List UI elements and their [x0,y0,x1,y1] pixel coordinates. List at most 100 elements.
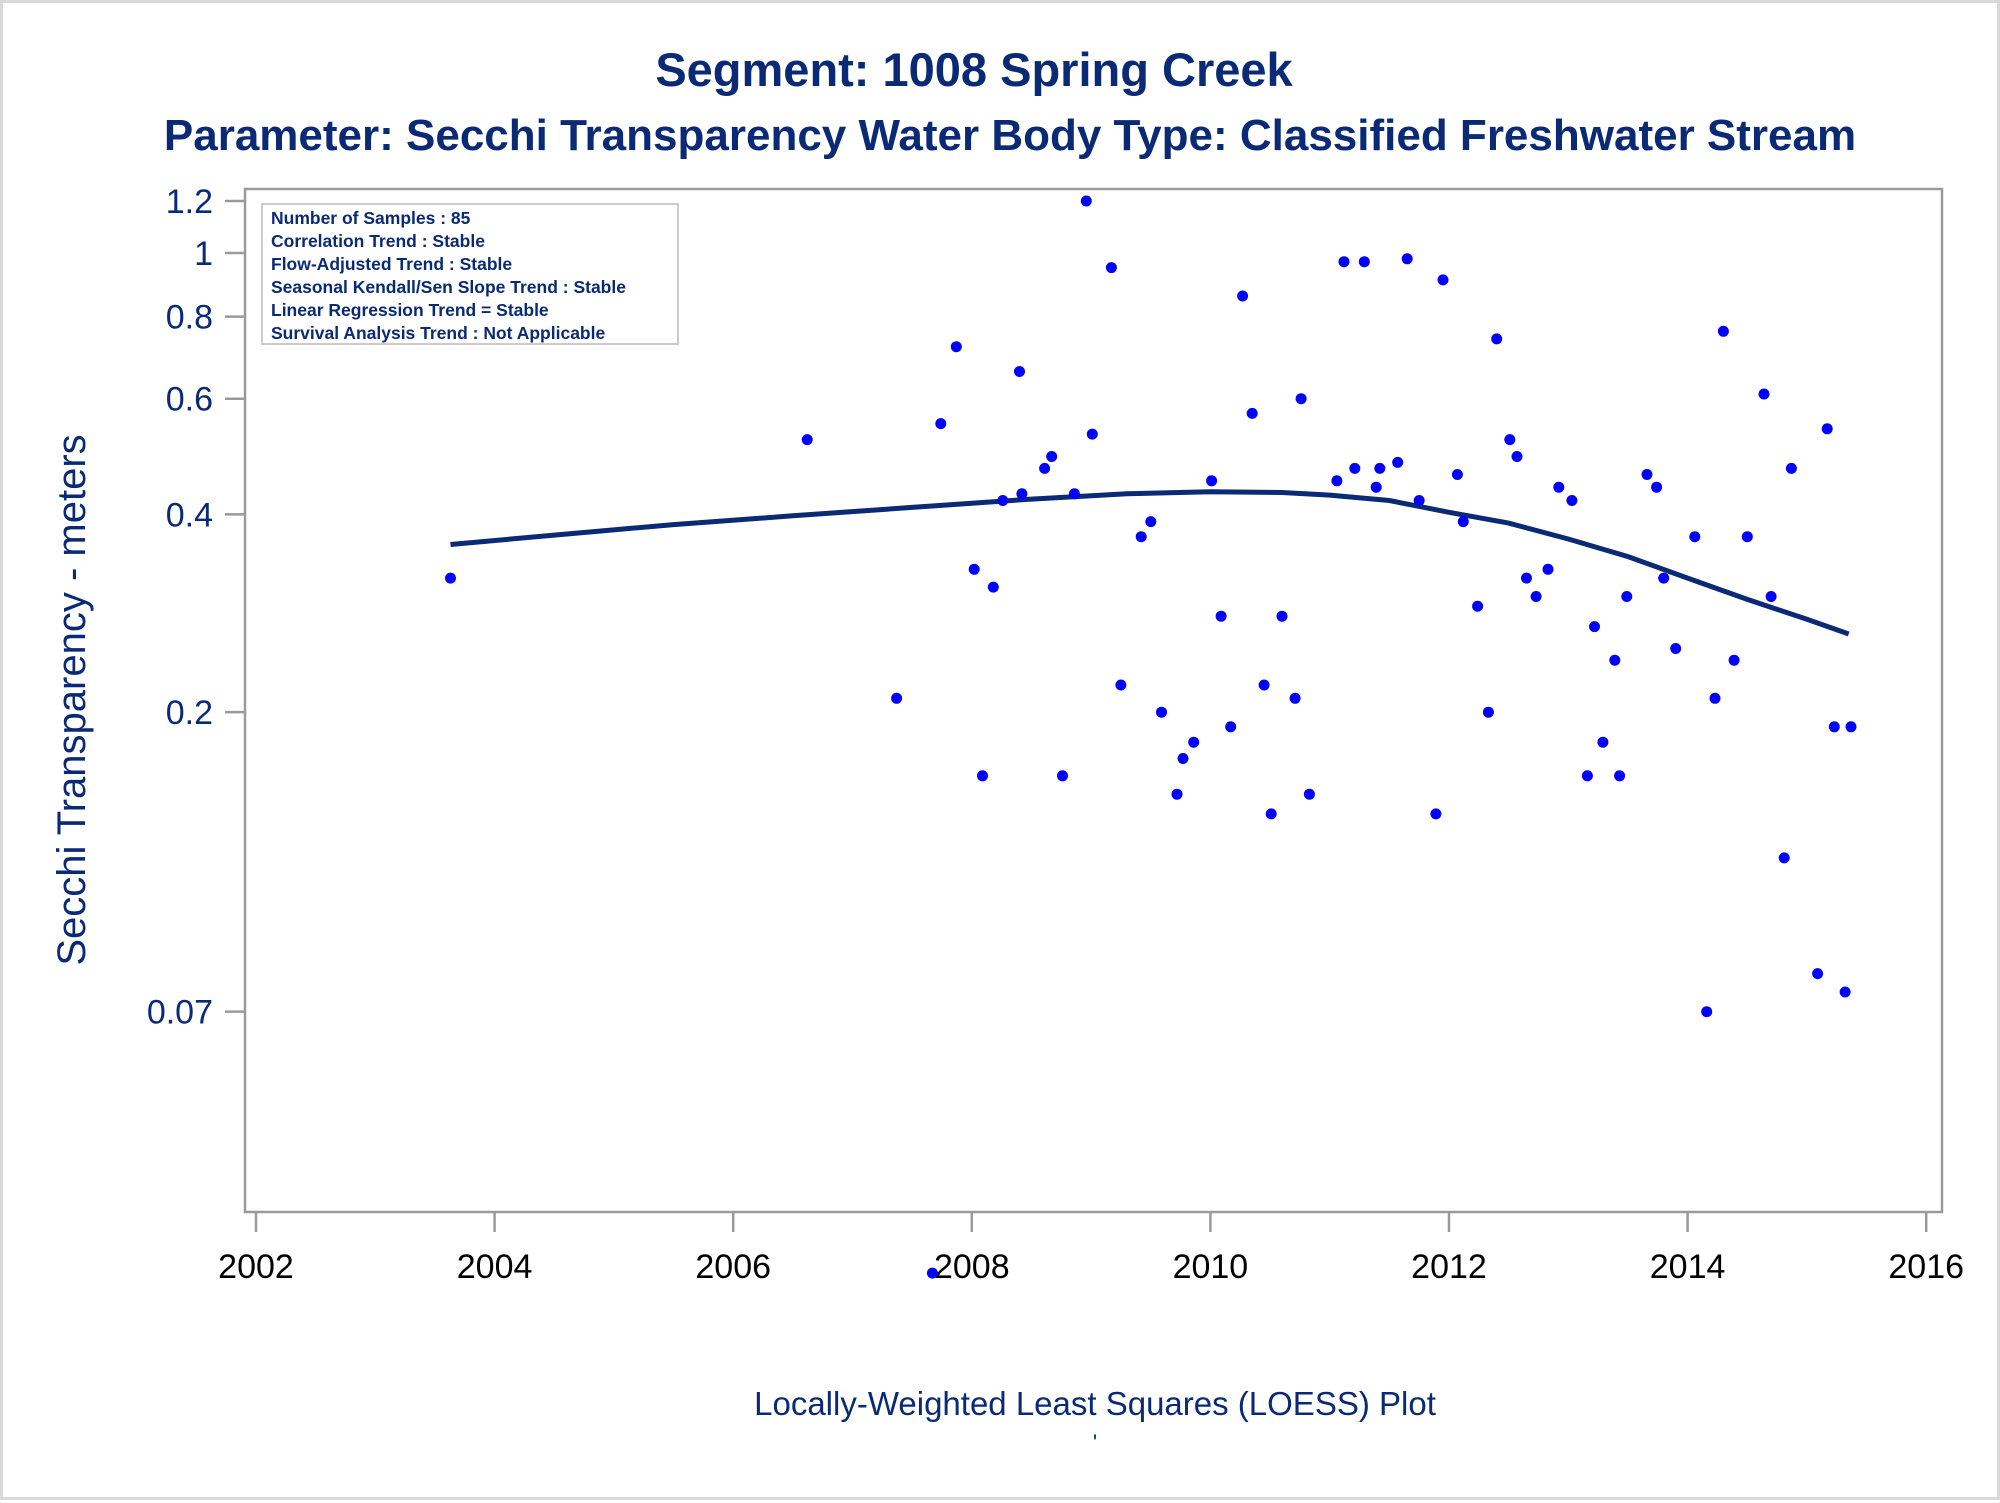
data-point [1521,572,1532,584]
loess-curve [450,489,1850,637]
data-point [1609,654,1621,666]
data-point [801,434,813,446]
x-axis-title: Locally-Weighted Least Squares (LOESS) P… [754,1385,1436,1422]
data-point [1778,852,1790,864]
data-point [1265,808,1277,820]
statistics-box-frame [261,203,679,345]
data-point [1016,488,1028,500]
data-point [1828,721,1840,733]
x-axis: 2002 2004 2006 2008 2010 2012 2014 2016 [218,1212,1964,1286]
data-point [1039,462,1051,474]
data-point [1135,531,1147,543]
data-point [1709,692,1721,704]
data-point [1758,388,1770,400]
data-point [950,341,962,353]
data-point [1171,788,1183,800]
data-point [1370,481,1382,493]
data-point [1482,706,1494,718]
data-point [1295,393,1307,405]
data-point [1839,986,1851,998]
y-tick-label: 0.8 [166,299,213,337]
data-point [935,418,947,430]
data-point [1581,770,1593,782]
data-point [1542,563,1554,575]
data-point [1701,1006,1713,1018]
data-point [1145,516,1157,528]
x-tick-label: 2016 [1888,1248,1964,1286]
data-point [1741,531,1753,543]
statistics-line: Seasonal Kendall/Sen Slope Trend : Stabl… [271,277,626,297]
data-point [1177,753,1189,764]
data-point [1237,290,1249,302]
data-point [1821,423,1833,435]
data-point [1289,692,1301,704]
y-tick-label: 1.2 [166,183,213,221]
y-axis-title: Secchi Transparency - meters [50,434,94,965]
data-point [1276,610,1288,622]
x-tick-label: 2012 [1411,1248,1487,1286]
data-point [1845,721,1857,733]
data-point [1430,808,1442,820]
data-point [1349,462,1361,474]
y-tick-label: 1 [194,235,213,273]
x-tick-label: 2010 [1173,1248,1249,1286]
data-point [1086,428,1098,440]
data-point [987,581,999,593]
data-point [1014,366,1025,377]
data-point [1401,253,1413,265]
data-point [1597,736,1609,748]
statistics-line: Correlation Trend : Stable [271,231,485,251]
data-point [1689,531,1701,543]
data-point [1765,591,1777,602]
data-point [1530,591,1542,602]
data-point [1358,256,1370,268]
data-point [997,495,1009,506]
data-point [445,572,456,584]
data-point [1188,736,1200,748]
data-point [1641,469,1653,480]
data-point [1504,434,1516,446]
x-tick-label: 2004 [457,1248,533,1286]
y-tick-label: 0.2 [166,694,213,732]
data-point [1156,706,1167,718]
data-point [1046,451,1058,462]
data-point [968,563,980,575]
statistics-legend: Number of Samples : 85 Correlation Trend … [261,203,679,345]
x-tick-label: 2002 [218,1248,294,1286]
data-point [1491,333,1503,345]
x-tick-label: 2006 [695,1248,771,1286]
data-point [977,770,988,782]
data-point [1658,572,1670,584]
data-point [1057,770,1068,782]
data-point [1451,469,1463,480]
chart-title: Segment: 1008 Spring Creek [655,43,1293,96]
data-point [1115,679,1127,691]
y-axis: 0.07 0.2 0.4 0.6 0.8 1 1.2 [147,183,245,1032]
data-point [1553,481,1565,493]
data-point [1331,475,1343,487]
data-point [926,1267,938,1279]
statistics-line: Number of Samples : 85 [271,208,471,228]
y-tick-label: 0.4 [166,496,213,534]
data-point [1215,610,1227,622]
x-tick-label: 2008 [934,1248,1010,1286]
data-point [1670,643,1682,654]
data-point [1589,621,1600,633]
plot-area [243,187,1944,1214]
data-point [1566,495,1578,506]
data-point [1246,407,1258,419]
data-point [1457,516,1469,528]
data-point [1651,481,1663,493]
data-point [1392,456,1404,468]
data-point [891,692,903,704]
y-tick-label: 0.6 [166,381,213,419]
data-point [1621,591,1633,602]
data-point [1206,475,1218,487]
x-tick-label: 2014 [1650,1248,1726,1286]
data-point [1105,262,1117,274]
data-point [1717,325,1729,337]
footnote: ' [1093,1430,1097,1455]
data-point [1511,451,1523,462]
chart-subtitle: Parameter: Secchi Transparency Water Bod… [164,111,1856,160]
